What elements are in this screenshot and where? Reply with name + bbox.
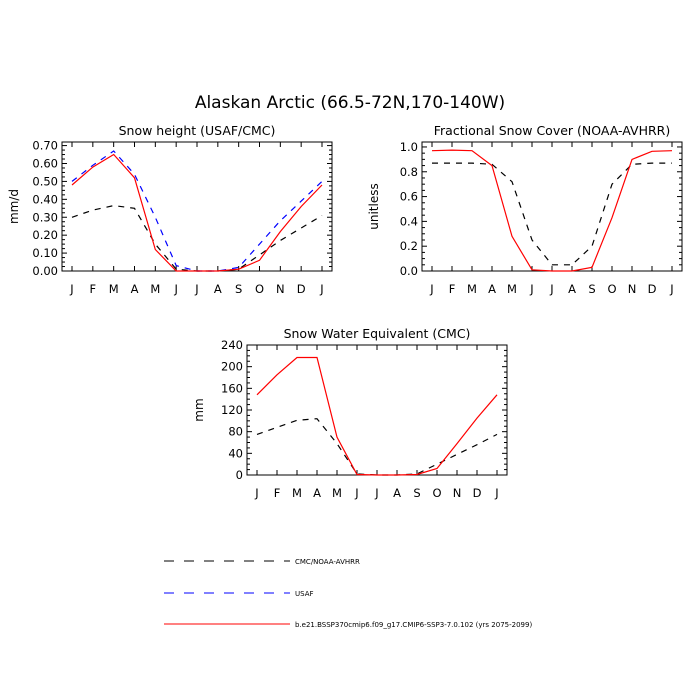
x-tick-label: J [429,282,433,296]
x-tick-label: J [319,282,323,296]
x-tick-label: F [274,486,281,500]
legend-label: CMC/NOAA-AVHRR [295,558,360,566]
y-axis-label: mm/d [7,189,21,224]
x-tick-label: N [628,282,637,296]
legend-item: USAF [164,590,314,598]
x-tick-label: D [297,282,306,296]
y-tick-label: 0 [236,468,243,482]
y-tick-label: 0.2 [400,239,418,253]
x-tick-label: J [354,486,358,500]
x-tick-label: J [669,282,673,296]
series-line-model [256,356,498,476]
x-tick-label: N [453,486,462,500]
y-tick-label: 80 [228,425,243,439]
y-tick-label: 0.20 [32,228,58,242]
x-tick-label: S [413,486,420,500]
series-line-obs [432,162,672,266]
x-tick-label: J [69,282,73,296]
x-tick-label: J [194,282,198,296]
series-line-model [431,149,673,272]
x-tick-label: D [473,486,482,500]
legend-label: b.e21.BSSP370cmip6.f09_g17.CMIP6-SSP3-7.… [295,621,532,629]
x-tick-label: O [432,486,441,500]
chart-title: Snow Water Equivalent (CMC) [284,326,471,341]
figure-title: Alaskan Arctic (66.5-72N,170-140W) [195,93,505,113]
chart-panel-1: Snow height (USAF/CMC) mm/d 0.00 0.10 0.20 0.… [7,123,333,296]
x-tick-label: F [449,282,456,296]
y-tick-label: 0.70 [32,139,58,153]
chart-panel-2: Fractional Snow Cover (NOAA-AVHRR) unitle… [367,123,683,296]
series-line-model [71,153,323,272]
y-tick-label: 0.0 [400,264,418,278]
y-tick-label: 0.6 [400,190,418,204]
x-tick-label: A [313,486,321,500]
x-tick-label: S [588,282,595,296]
chart-panel-3: Snow Water Equivalent (CMC) mm 0 40 80 120 160… [192,326,508,500]
x-tick-label: M [507,282,517,296]
x-tick-label: A [131,282,139,296]
plot-frame [421,141,683,272]
x-tick-label: J [549,282,553,296]
x-tick-label: M [292,486,302,500]
x-tick-label: A [393,486,401,500]
x-tick-label: N [276,282,285,296]
y-tick-label: 0.40 [32,192,58,206]
x-tick-label: M [109,282,119,296]
y-tick-label: 0.00 [32,264,58,278]
series-line-obs [71,204,323,272]
x-tick-label: A [488,282,496,296]
y-tick-label: 200 [221,360,243,374]
x-tick-label: J [173,282,177,296]
x-tick-label: S [235,282,242,296]
y-tick-label: 40 [228,446,243,460]
x-tick-label: A [214,282,222,296]
y-tick-label: 0.60 [32,157,58,171]
x-tick-label: J [254,486,258,500]
x-tick-label: F [90,282,97,296]
y-tick-label: 0.30 [32,210,58,224]
chart-panels: Snow height (USAF/CMC)mm/d0.000.100.200.… [7,123,683,500]
x-tick-label: O [255,282,264,296]
x-tick-label: J [494,486,498,500]
y-axis-label: unitless [367,183,381,229]
series-line-usaf [71,150,323,272]
y-tick-label: 240 [221,338,243,352]
x-tick-label: J [529,282,533,296]
x-tick-label: J [374,486,378,500]
series-line-obs [256,418,498,476]
legend-item: CMC/NOAA-AVHRR [164,558,360,566]
y-tick-label: 0.4 [400,214,418,228]
y-tick-label: 0.10 [32,246,58,260]
chart-title: Fractional Snow Cover (NOAA-AVHRR) [434,123,671,138]
y-tick-label: 1.0 [400,140,418,154]
y-tick-label: 160 [221,381,243,395]
legend-label: USAF [295,590,314,598]
y-tick-label: 0.8 [400,165,418,179]
chart-title: Snow height (USAF/CMC) [119,123,276,138]
x-tick-label: D [648,282,657,296]
x-tick-label: M [150,282,160,296]
legend: CMC/NOAA-AVHRR USAF b.e21.BSSP370cmip6.f09… [164,558,532,629]
legend-item: b.e21.BSSP370cmip6.f09_g17.CMIP6-SSP3-7.… [164,621,532,629]
x-tick-label: O [607,282,616,296]
plot-frame [246,344,508,476]
x-tick-label: M [467,282,477,296]
x-tick-label: M [332,486,342,500]
x-tick-label: A [568,282,576,296]
y-axis-label: mm [192,398,206,421]
y-tick-label: 0.50 [32,174,58,188]
y-tick-label: 120 [221,403,243,417]
